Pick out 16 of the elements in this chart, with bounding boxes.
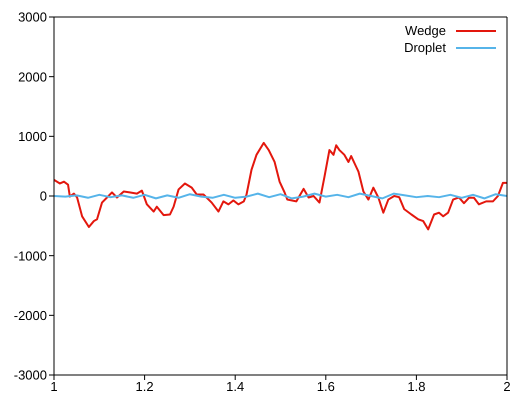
y-tick-label: 2000: [18, 69, 47, 84]
line-series: [54, 142, 507, 230]
y-tick-label: 0: [40, 188, 47, 204]
x-tick-label: 1.8: [407, 379, 426, 394]
y-tick-label: -3000: [14, 368, 47, 383]
x-tick-label: 2: [503, 379, 511, 394]
y-tick-label: -1000: [14, 248, 47, 264]
y-tick-label: 3000: [18, 10, 47, 25]
y-tick-label: 1000: [18, 128, 47, 144]
legend-label: Droplet: [404, 39, 446, 56]
x-tick-label: 1.2: [136, 379, 154, 394]
x-tick-label: 1.4: [226, 379, 244, 394]
x-tick-label: 1.6: [316, 379, 335, 394]
x-tick-label: 1: [50, 379, 58, 394]
legend-label: Wedge: [405, 22, 446, 39]
y-tick-label: -2000: [14, 308, 47, 323]
